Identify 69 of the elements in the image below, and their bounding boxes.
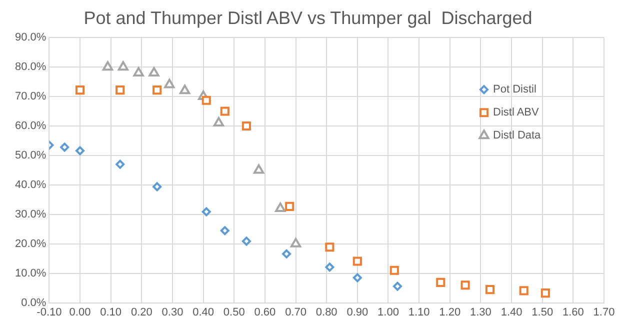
point [519,286,528,296]
point [202,207,211,216]
legend-label: Distl ABV [493,106,540,119]
point [152,86,162,95]
x-tick-label: 1.10 [408,306,430,318]
point [148,66,160,76]
point [460,280,470,290]
point [75,86,85,95]
x-tick-label: 1.70 [593,306,615,318]
y-tick-label: 50.0% [14,150,46,162]
x-tick-label: 0.40 [192,306,214,318]
point [220,226,230,236]
point [118,61,128,71]
x-tick-label: 0.60 [254,306,276,318]
x-tick-label: 1.50 [532,306,554,318]
y-tick-label: 70.0% [14,90,46,103]
point [116,86,125,95]
point [540,288,550,298]
x-tick-label: 0.80 [316,306,338,318]
point [275,202,286,212]
point [352,273,362,282]
y-tick-label: 60.0% [14,120,46,132]
y-tick-label: 40.0% [14,178,46,191]
point [60,142,70,152]
point [213,117,224,127]
point [485,285,494,294]
point [325,262,334,272]
y-tick-label: 80.0% [14,61,46,74]
point [392,282,402,291]
y-tick-label: 90.0% [14,32,46,44]
x-tick-label: 1.60 [562,306,584,318]
point [116,160,125,169]
y-tick-label: 0.0% [21,296,46,309]
y-tick-label: 30.0% [14,208,46,220]
x-tick-label: 0.50 [223,306,245,318]
point [242,236,251,246]
point [282,249,292,258]
x-tick-label: 1.30 [470,306,492,318]
point [285,202,294,211]
point [102,61,114,71]
point [220,106,230,116]
x-tick-label: 1.40 [500,306,522,318]
x-tick-label: 1.20 [439,306,461,318]
point [352,256,362,266]
point [179,84,190,94]
x-tick-label: 1.00 [378,306,399,318]
point [242,121,251,131]
point [436,278,446,288]
point [390,266,399,275]
point [202,96,211,105]
point [253,164,264,174]
point [152,182,162,192]
point [290,238,302,248]
legend-label: Distl Data [493,130,542,142]
x-tick-label: -0.10 [36,306,62,318]
y-tick-label: 10.0% [14,267,46,280]
x-tick-label: 0.70 [285,306,306,318]
point [76,146,85,156]
x-tick-label: 0.30 [162,306,184,318]
point [133,66,144,76]
x-tick-label: 0.00 [69,306,91,318]
x-tick-label: 0.90 [346,306,368,318]
x-tick-label: 0.20 [130,306,152,318]
x-tick-label: 0.10 [100,306,122,318]
chart-title: Pot and Thumper Distl ABV vs Thumper gal Discharged [84,8,532,28]
legend-label: Pot Distil [493,84,536,96]
point [325,242,334,252]
point [164,78,175,88]
y-tick-label: 20.0% [14,238,46,250]
